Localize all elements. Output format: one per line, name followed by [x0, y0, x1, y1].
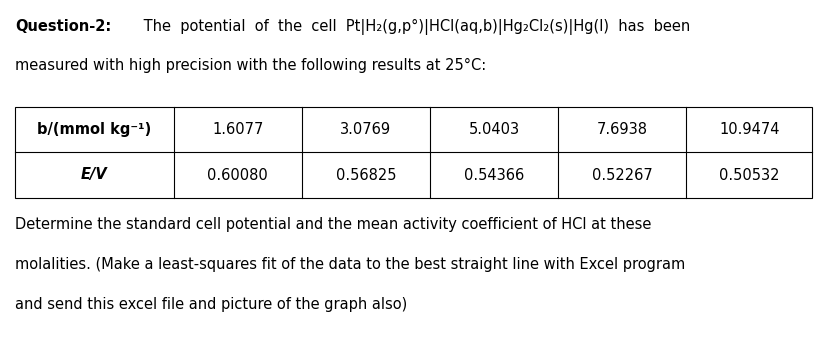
Text: and send this excel file and picture of the graph also): and send this excel file and picture of …: [15, 298, 407, 313]
Text: Determine the standard cell potential and the mean activity coefficient of HCl a: Determine the standard cell potential an…: [15, 217, 651, 232]
Text: 10.9474: 10.9474: [719, 122, 780, 137]
Text: The  potential  of  the  cell  Pt|H₂(g,p°)|HCl(aq,b)|Hg₂Cl₂(s)|Hg(l)  has  been: The potential of the cell Pt|H₂(g,p°)|HC…: [139, 19, 691, 35]
Text: 7.6938: 7.6938: [597, 122, 648, 137]
Text: b/(mmol kg⁻¹): b/(mmol kg⁻¹): [37, 122, 151, 137]
Text: 3.0769: 3.0769: [341, 122, 391, 137]
Text: 5.0403: 5.0403: [469, 122, 519, 137]
Text: 0.52267: 0.52267: [592, 168, 653, 182]
Text: 1.6077: 1.6077: [212, 122, 264, 137]
Text: 0.56825: 0.56825: [336, 168, 396, 182]
Text: 0.54366: 0.54366: [464, 168, 524, 182]
Text: measured with high precision with the following results at 25°C:: measured with high precision with the fo…: [15, 58, 486, 73]
Text: molalities. (Make a least-squares fit of the data to the best straight line with: molalities. (Make a least-squares fit of…: [15, 257, 685, 272]
Text: 0.50532: 0.50532: [719, 168, 780, 182]
Text: E/V: E/V: [81, 168, 108, 182]
Text: Question-2:: Question-2:: [15, 19, 111, 34]
Text: 0.60080: 0.60080: [208, 168, 268, 182]
Bar: [15, 107, 812, 198]
